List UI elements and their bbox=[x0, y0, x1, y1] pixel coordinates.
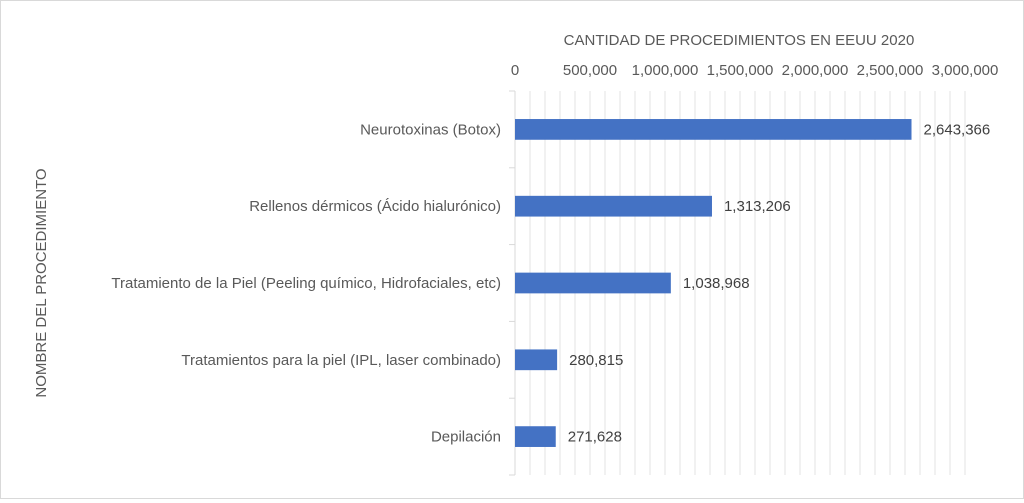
bar bbox=[515, 195, 712, 217]
data-label: 2,643,366 bbox=[924, 121, 991, 138]
x-tick-labels: 0 500,000 1,000,000 1,500,000 2,000,000 2,500… bbox=[511, 62, 999, 79]
y-axis-ticks bbox=[509, 90, 515, 476]
x-tick-label: 3,000,000 bbox=[932, 62, 999, 79]
category-label: Rellenos dérmicos (Ácido hialurónico) bbox=[249, 198, 501, 215]
bars bbox=[515, 119, 912, 447]
data-label: 1,038,968 bbox=[683, 275, 750, 292]
bar bbox=[515, 272, 671, 294]
x-axis-title: CANTIDAD DE PROCEDIMIENTOS EN EEUU 2020 bbox=[564, 32, 915, 49]
category-label: Tratamiento de la Piel (Peeling químico,… bbox=[111, 275, 501, 292]
bar bbox=[515, 349, 558, 371]
data-label: 271,628 bbox=[568, 429, 622, 446]
x-tick-label: 500,000 bbox=[563, 62, 617, 79]
x-tick-label: 1,000,000 bbox=[632, 62, 699, 79]
data-label: 1,313,206 bbox=[724, 198, 791, 215]
x-tick-label: 0 bbox=[511, 62, 519, 79]
y-axis-title: NOMBRE DEL PROCEDIMIENTO bbox=[33, 168, 50, 397]
category-labels: Neurotoxinas (Botox) Rellenos dérmicos (Á… bbox=[111, 121, 501, 445]
category-label: Tratamientos para la piel (IPL, laser co… bbox=[181, 352, 501, 369]
bar bbox=[515, 426, 556, 447]
category-label: Neurotoxinas (Botox) bbox=[360, 121, 501, 138]
bar bbox=[515, 119, 912, 140]
x-tick-label: 2,000,000 bbox=[782, 62, 849, 79]
x-tick-label: 2,500,000 bbox=[857, 62, 924, 79]
x-tick-label: 1,500,000 bbox=[707, 62, 774, 79]
data-labels: 2,643,366 1,313,206 1,038,968 280,815 271,62… bbox=[568, 121, 990, 445]
gridlines bbox=[529, 91, 966, 475]
category-label: Depilación bbox=[431, 429, 501, 446]
data-label: 280,815 bbox=[569, 352, 623, 369]
